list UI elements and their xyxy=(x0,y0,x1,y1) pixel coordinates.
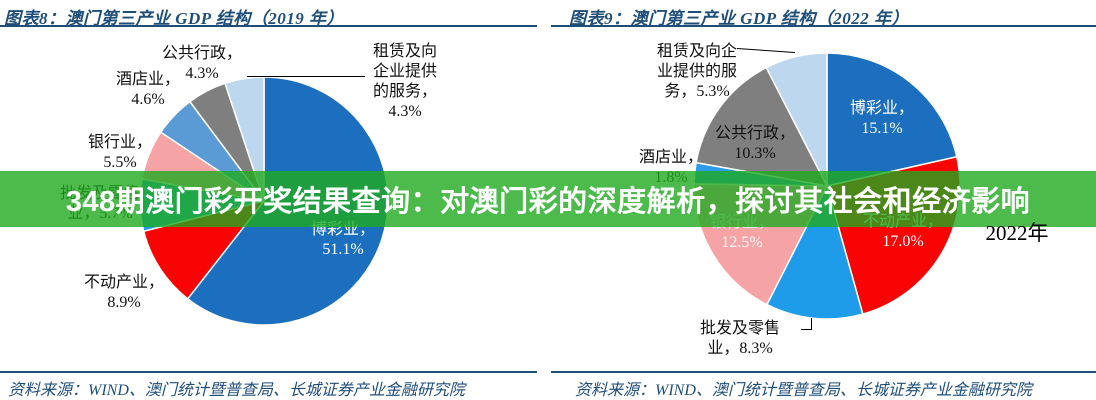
label-real-estate-2019: 不动产业， 8.9% xyxy=(83,274,164,311)
left-source-rule xyxy=(0,371,537,373)
label-wholesale-retail-2022: 批发及零售 业，8.3% xyxy=(699,320,780,357)
label-leasing-2019: 租赁及向 企业提供 的服务， 4.3% xyxy=(372,43,437,120)
pie-slice-博彩业-2022 xyxy=(826,52,958,187)
left-title-rule xyxy=(0,25,537,27)
label-gaming-2022: 博彩业， 15.1% xyxy=(849,100,914,137)
banner-text[interactable]: 348期澳门彩开奖结果查询：对澳门彩的深度解析，探讨其社会和经济影响 xyxy=(65,186,1031,218)
banner-overlay[interactable]: 348期澳门彩开奖结果查询：对澳门彩的深度解析，探讨其社会和经济影响 xyxy=(0,171,1096,227)
right-source-text: 资料来源：WIND、澳门统计暨普查局、长城证券产业金融研究院 xyxy=(575,382,1032,399)
label-leasing-2022: 租赁及向企 业提供的服 务，5.3% xyxy=(656,43,737,100)
right-title-rule xyxy=(551,25,1096,27)
pie-slice-租赁及向企业提供的服务-2022 xyxy=(765,52,828,187)
label-hotel-2019: 酒店业， 4.6% xyxy=(115,71,180,108)
year-overlay-label: 2022年 xyxy=(985,221,1049,245)
label-public-admin-2022: 公共行政， 10.3% xyxy=(714,125,795,162)
label-public-admin-2019: 公共行政， 4.3% xyxy=(161,45,242,82)
right-source-rule xyxy=(551,371,1096,373)
leader-hook-vertical-2022 xyxy=(811,318,812,330)
left-source-text: 资料来源：WIND、澳门统计暨普查局、长城证券产业金融研究院 xyxy=(8,382,465,399)
label-banking-2019: 银行业， 5.5% xyxy=(87,134,152,171)
pie-slice-公共行政-2022 xyxy=(695,66,829,188)
leader-line-leasing-2019 xyxy=(247,76,365,77)
right-chart-title: 图表9：澳门第三产业 GDP 结构（2022 年） xyxy=(569,9,910,28)
left-chart-title: 图表8：澳门第三产业 GDP 结构（2019 年） xyxy=(4,9,345,28)
leader-hook-horizontal-2022 xyxy=(801,329,812,330)
pie-slice-批发及零售业-2022 xyxy=(765,183,864,320)
pie-slice-租赁及向企业提供的服务-2019 xyxy=(224,76,265,202)
